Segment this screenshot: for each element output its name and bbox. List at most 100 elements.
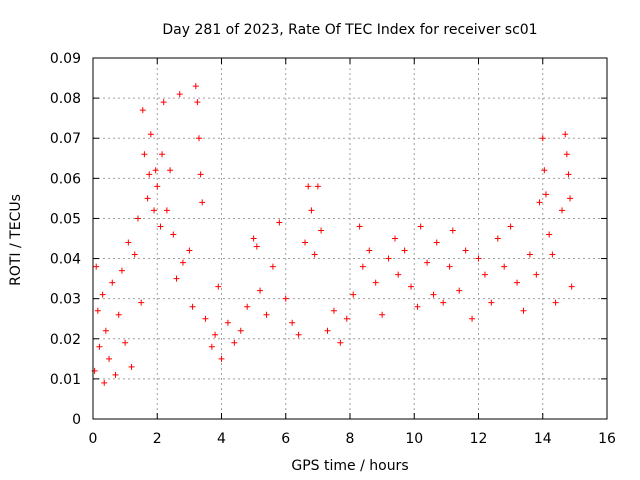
data-point <box>173 275 180 282</box>
data-point <box>212 331 219 338</box>
data-point <box>565 171 572 178</box>
y-axis-label: ROTI / TECUs <box>8 194 24 286</box>
data-point <box>546 231 553 238</box>
data-point <box>401 247 408 254</box>
data-point <box>215 283 222 290</box>
data-point <box>192 83 199 90</box>
data-point <box>112 371 119 378</box>
data-point <box>337 339 344 346</box>
data-point <box>134 215 141 222</box>
data-point <box>488 299 495 306</box>
data-point <box>131 251 138 258</box>
data-point <box>102 327 109 334</box>
data-point <box>449 227 456 234</box>
data-point <box>424 259 431 266</box>
data-point <box>128 363 135 370</box>
data-point <box>433 239 440 246</box>
data-point <box>151 207 158 214</box>
x-tick-label: 4 <box>217 431 226 447</box>
data-point <box>475 255 482 262</box>
data-point <box>469 315 476 322</box>
data-point <box>305 183 312 190</box>
data-point <box>96 343 103 350</box>
data-point <box>101 379 108 386</box>
x-tick-label: 14 <box>534 431 552 447</box>
data-point <box>250 235 257 242</box>
data-point <box>106 355 113 362</box>
data-point <box>263 311 270 318</box>
data-point <box>559 207 566 214</box>
data-point <box>456 287 463 294</box>
data-point <box>218 355 225 362</box>
data-point <box>160 99 167 106</box>
data-point <box>144 195 151 202</box>
data-point <box>208 343 215 350</box>
data-point <box>159 151 166 158</box>
data-point <box>414 303 421 310</box>
data-point <box>231 339 238 346</box>
data-point <box>194 99 201 106</box>
data-point <box>440 299 447 306</box>
data-points <box>91 83 575 386</box>
data-point <box>282 295 289 302</box>
data-point <box>514 279 521 286</box>
x-tick-label: 12 <box>470 431 488 447</box>
data-point <box>139 107 146 114</box>
data-point <box>167 167 174 174</box>
data-point <box>330 307 337 314</box>
data-point <box>118 267 125 274</box>
data-point <box>385 255 392 262</box>
data-point <box>163 207 170 214</box>
data-point <box>446 263 453 270</box>
data-point <box>276 219 283 226</box>
chart-title: Day 281 of 2023, Rate Of TEC Index for r… <box>162 22 537 38</box>
x-axis-label: GPS time / hours <box>291 458 408 474</box>
data-point <box>302 239 309 246</box>
data-point <box>125 239 132 246</box>
grid-lines <box>93 58 607 419</box>
x-tick-label: 8 <box>346 431 355 447</box>
data-point <box>567 195 574 202</box>
data-point <box>176 91 183 98</box>
y-tick-label: 0.05 <box>50 211 81 227</box>
data-point <box>93 263 100 270</box>
y-tick-label: 0.03 <box>50 292 81 308</box>
data-point <box>196 135 203 142</box>
data-point <box>372 279 379 286</box>
x-tick-label: 6 <box>281 431 290 447</box>
data-point <box>533 271 540 278</box>
data-point <box>199 199 206 206</box>
data-point <box>542 191 549 198</box>
data-point <box>501 263 508 270</box>
data-point <box>170 231 177 238</box>
y-tick-label: 0.01 <box>50 372 81 388</box>
data-point <box>308 207 315 214</box>
data-point <box>541 167 548 174</box>
y-tick-label: 0.04 <box>50 252 81 268</box>
data-point <box>115 311 122 318</box>
data-point <box>494 235 501 242</box>
data-point <box>318 227 325 234</box>
data-point <box>109 279 116 286</box>
data-point <box>526 251 533 258</box>
data-point <box>186 247 193 254</box>
y-tick-label: 0.06 <box>50 171 81 187</box>
axis-ticks: 0 2 4 6 8 10 12 14 16 0 0.01 0.02 0.03 0.04 0.05 0.06 0.… <box>50 51 616 447</box>
y-tick-label: 0.07 <box>50 131 81 147</box>
x-tick-label: 2 <box>153 431 162 447</box>
data-point <box>324 327 331 334</box>
data-point <box>366 247 373 254</box>
data-point <box>197 171 204 178</box>
data-point <box>99 291 106 298</box>
y-tick-label: 0.02 <box>50 332 81 348</box>
data-point <box>356 223 363 230</box>
data-point <box>507 223 514 230</box>
data-point <box>202 315 209 322</box>
data-point <box>417 223 424 230</box>
x-tick-label: 10 <box>405 431 423 447</box>
data-point <box>152 167 159 174</box>
data-point <box>408 283 415 290</box>
data-point <box>179 259 186 266</box>
y-tick-label: 0 <box>72 412 81 428</box>
data-point <box>391 235 398 242</box>
